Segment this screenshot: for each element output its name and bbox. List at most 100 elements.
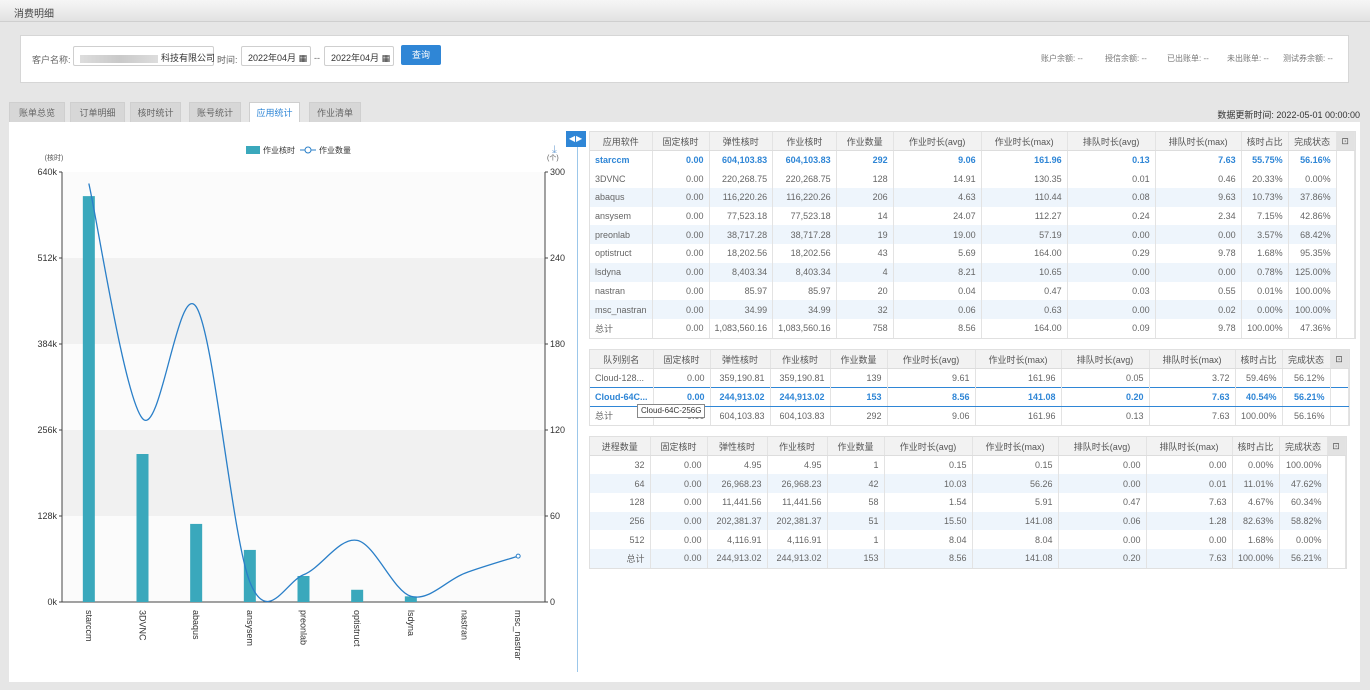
table-cell: 1.68% xyxy=(1241,244,1289,263)
bar-lsdyna xyxy=(404,596,417,602)
queue-table-wrap: 队列别名 固定核时 弹性核时 作业核时 作业数量 作业时长(avg) 作业时长(max) 排队… xyxy=(589,349,1350,426)
column-header[interactable]: 排队时长(max) xyxy=(1146,437,1233,457)
table-cell: 14.91 xyxy=(893,169,982,189)
column-header[interactable]: 作业数量 xyxy=(827,437,885,457)
table-cell: 8.04 xyxy=(884,530,973,550)
y-left-tick-label: 640k xyxy=(37,167,57,177)
column-settings-icon[interactable]: ⊡ xyxy=(1336,132,1355,152)
table-cell: 95.35% xyxy=(1288,244,1337,263)
table-row[interactable]: preonlab 0.00 38,717.28 38,717.28 19 19.00 57.… xyxy=(590,225,1355,245)
table-row[interactable]: ansysem 0.00 77,523.18 77,523.18 14 24.07 112.… xyxy=(590,206,1355,226)
column-header[interactable]: 弹性核时 xyxy=(709,132,774,152)
collapse-toggle-icon[interactable]: ◀▶ xyxy=(566,131,586,147)
table-cell: 100.00% xyxy=(1288,300,1337,319)
column-header[interactable]: 作业核时 xyxy=(770,350,831,370)
tab-core-hours[interactable]: 核时统计 xyxy=(130,102,181,123)
table-row[interactable]: 3DVNC 0.00 220,268.75 220,268.75 128 14.91 130… xyxy=(590,169,1355,189)
column-header[interactable]: 完成状态 xyxy=(1288,132,1337,152)
table-cell: 244,913.02 xyxy=(767,549,828,568)
column-header[interactable]: 排队时长(avg) xyxy=(1058,437,1147,457)
table-row[interactable]: Cloud-64C... 0.00 244,913.02 244,913.02 153 8… xyxy=(590,386,1349,407)
table-row[interactable]: 32 0.00 4.95 4.95 1 0.15 0.15 0.00 0.00 0.00% 100.… xyxy=(590,455,1346,475)
table-row[interactable]: Cloud-128... 0.00 359,190.81 359,190.81 139 9… xyxy=(590,368,1349,388)
table-cell: 604,103.83 xyxy=(770,406,831,425)
table-row[interactable]: msc_nastran 0.00 34.99 34.99 32 0.06 0.63 0.00 0… xyxy=(590,300,1355,319)
download-icon[interactable]: ⤓ xyxy=(552,144,557,156)
column-header[interactable]: 作业数量 xyxy=(836,132,894,152)
table-cell: 359,190.81 xyxy=(770,368,831,388)
column-header[interactable]: 作业时长(avg) xyxy=(893,132,982,152)
table-cell: 11,441.56 xyxy=(767,493,828,512)
column-header[interactable]: 核时占比 xyxy=(1232,437,1280,457)
column-header[interactable]: 作业核时 xyxy=(767,437,828,457)
query-button[interactable]: 查询 xyxy=(401,45,441,65)
column-header[interactable]: 作业时长(avg) xyxy=(887,350,976,370)
column-settings-icon[interactable]: ⊡ xyxy=(1327,437,1346,457)
column-header[interactable]: 核时占比 xyxy=(1241,132,1289,152)
table-cell: 9.78 xyxy=(1155,318,1242,338)
column-header[interactable]: 应用软件 xyxy=(590,132,653,152)
end-month-input[interactable]: 2022年04月 ▦ xyxy=(324,46,394,66)
table-row[interactable]: nastran 0.00 85.97 85.97 20 0.04 0.47 0.03 0.55 0… xyxy=(590,281,1355,301)
column-header[interactable]: 弹性核时 xyxy=(710,350,771,370)
table-cell: 5.91 xyxy=(972,493,1059,512)
column-header[interactable]: 作业核时 xyxy=(772,132,837,152)
column-header[interactable]: 排队时长(avg) xyxy=(1067,132,1156,152)
table-cell: 38,717.28 xyxy=(709,225,774,245)
table-cell: 82.63% xyxy=(1232,511,1280,531)
column-header[interactable]: 作业数量 xyxy=(830,350,888,370)
column-header[interactable]: 弹性核时 xyxy=(707,437,768,457)
table-row[interactable]: 总计 0.00 244,913.02 244,913.02 153 8.56 141.08 0… xyxy=(590,549,1346,568)
column-settings-icon[interactable]: ⊡ xyxy=(1330,350,1349,370)
column-header[interactable]: 作业时长(max) xyxy=(975,350,1062,370)
table-row[interactable]: 总计 0.00 1,083,560.16 1,083,560.16 758 8.56 164… xyxy=(590,318,1355,338)
table-cell: 0.78% xyxy=(1241,262,1289,282)
column-header[interactable]: 排队时长(max) xyxy=(1155,132,1242,152)
table-cell: 0.00 xyxy=(1067,262,1156,282)
customer-select[interactable]: 科技有限公司 ⌵ xyxy=(73,46,225,66)
column-header[interactable]: 队列别名 xyxy=(590,350,654,370)
column-header[interactable]: 固定核时 xyxy=(652,132,710,152)
column-header[interactable]: 作业时长(max) xyxy=(981,132,1068,152)
table-cell: 0.46 xyxy=(1155,169,1242,189)
tab-account-stats[interactable]: 账号统计 xyxy=(189,102,241,123)
column-header[interactable]: 核时占比 xyxy=(1235,350,1283,370)
table-cell: 0.00 xyxy=(1067,225,1156,245)
grid-band xyxy=(62,258,545,344)
column-header[interactable]: 作业时长(avg) xyxy=(884,437,973,457)
x-tick-label: optistruct xyxy=(352,610,362,647)
column-header[interactable]: 固定核时 xyxy=(650,437,708,457)
start-month-input[interactable]: 2022年04月 ▦ xyxy=(241,46,311,66)
column-header[interactable]: 排队时长(avg) xyxy=(1061,350,1150,370)
table-row[interactable]: 64 0.00 26,968.23 26,968.23 42 10.03 56.26 0.00… xyxy=(590,474,1346,494)
table-cell: 0.13 xyxy=(1067,150,1156,170)
column-header[interactable]: 排队时长(max) xyxy=(1149,350,1236,370)
table-cell: 202,381.37 xyxy=(707,511,768,531)
table-row[interactable]: 256 0.00 202,381.37 202,381.37 51 15.50 141.08… xyxy=(590,511,1346,531)
table-row[interactable]: 128 0.00 11,441.56 11,441.56 58 1.54 5.91 0.47 7… xyxy=(590,493,1346,512)
table-row[interactable]: abaqus 0.00 116,220.26 116,220.26 206 4.63 110… xyxy=(590,188,1355,207)
column-header[interactable]: 固定核时 xyxy=(653,350,711,370)
table-cell: 141.08 xyxy=(972,549,1059,568)
table-cell: 4 xyxy=(836,262,894,282)
y-right-tick-label: 180 xyxy=(550,339,565,349)
filter-panel: 客户名称: 科技有限公司 ⌵ 时间: 2022年04月 ▦ -- 2022年04月… xyxy=(20,35,1349,83)
tab-app-stats[interactable]: 应用统计 xyxy=(249,102,300,123)
table-row[interactable]: lsdyna 0.00 8,403.34 8,403.34 4 8.21 10.65 0.00… xyxy=(590,262,1355,282)
tab-order-detail[interactable]: 订单明细 xyxy=(70,102,125,123)
table-row[interactable]: optistruct 0.00 18,202.56 18,202.56 43 5.69 16… xyxy=(590,244,1355,263)
app-name-cell: 总计 xyxy=(590,318,653,338)
panel-divider[interactable] xyxy=(577,132,578,672)
column-header[interactable]: 进程数量 xyxy=(590,437,651,457)
column-header[interactable]: 完成状态 xyxy=(1282,350,1331,370)
column-header[interactable]: 完成状态 xyxy=(1279,437,1328,457)
table-cell: 1.54 xyxy=(884,493,973,512)
tab-bill-overview[interactable]: 账单总览 xyxy=(9,102,65,123)
table-cell: 0.00 xyxy=(1146,455,1233,475)
table-cell: 26,968.23 xyxy=(767,474,828,494)
table-row[interactable]: starccm 0.00 604,103.83 604,103.83 292 9.06 16… xyxy=(590,150,1355,170)
column-header[interactable]: 作业时长(max) xyxy=(972,437,1059,457)
table-cell: 60.34% xyxy=(1279,493,1328,512)
table-row[interactable]: 512 0.00 4,116.91 4,116.91 1 8.04 8.04 0.00 0.00… xyxy=(590,530,1346,550)
tab-job-list[interactable]: 作业清单 xyxy=(309,102,361,123)
